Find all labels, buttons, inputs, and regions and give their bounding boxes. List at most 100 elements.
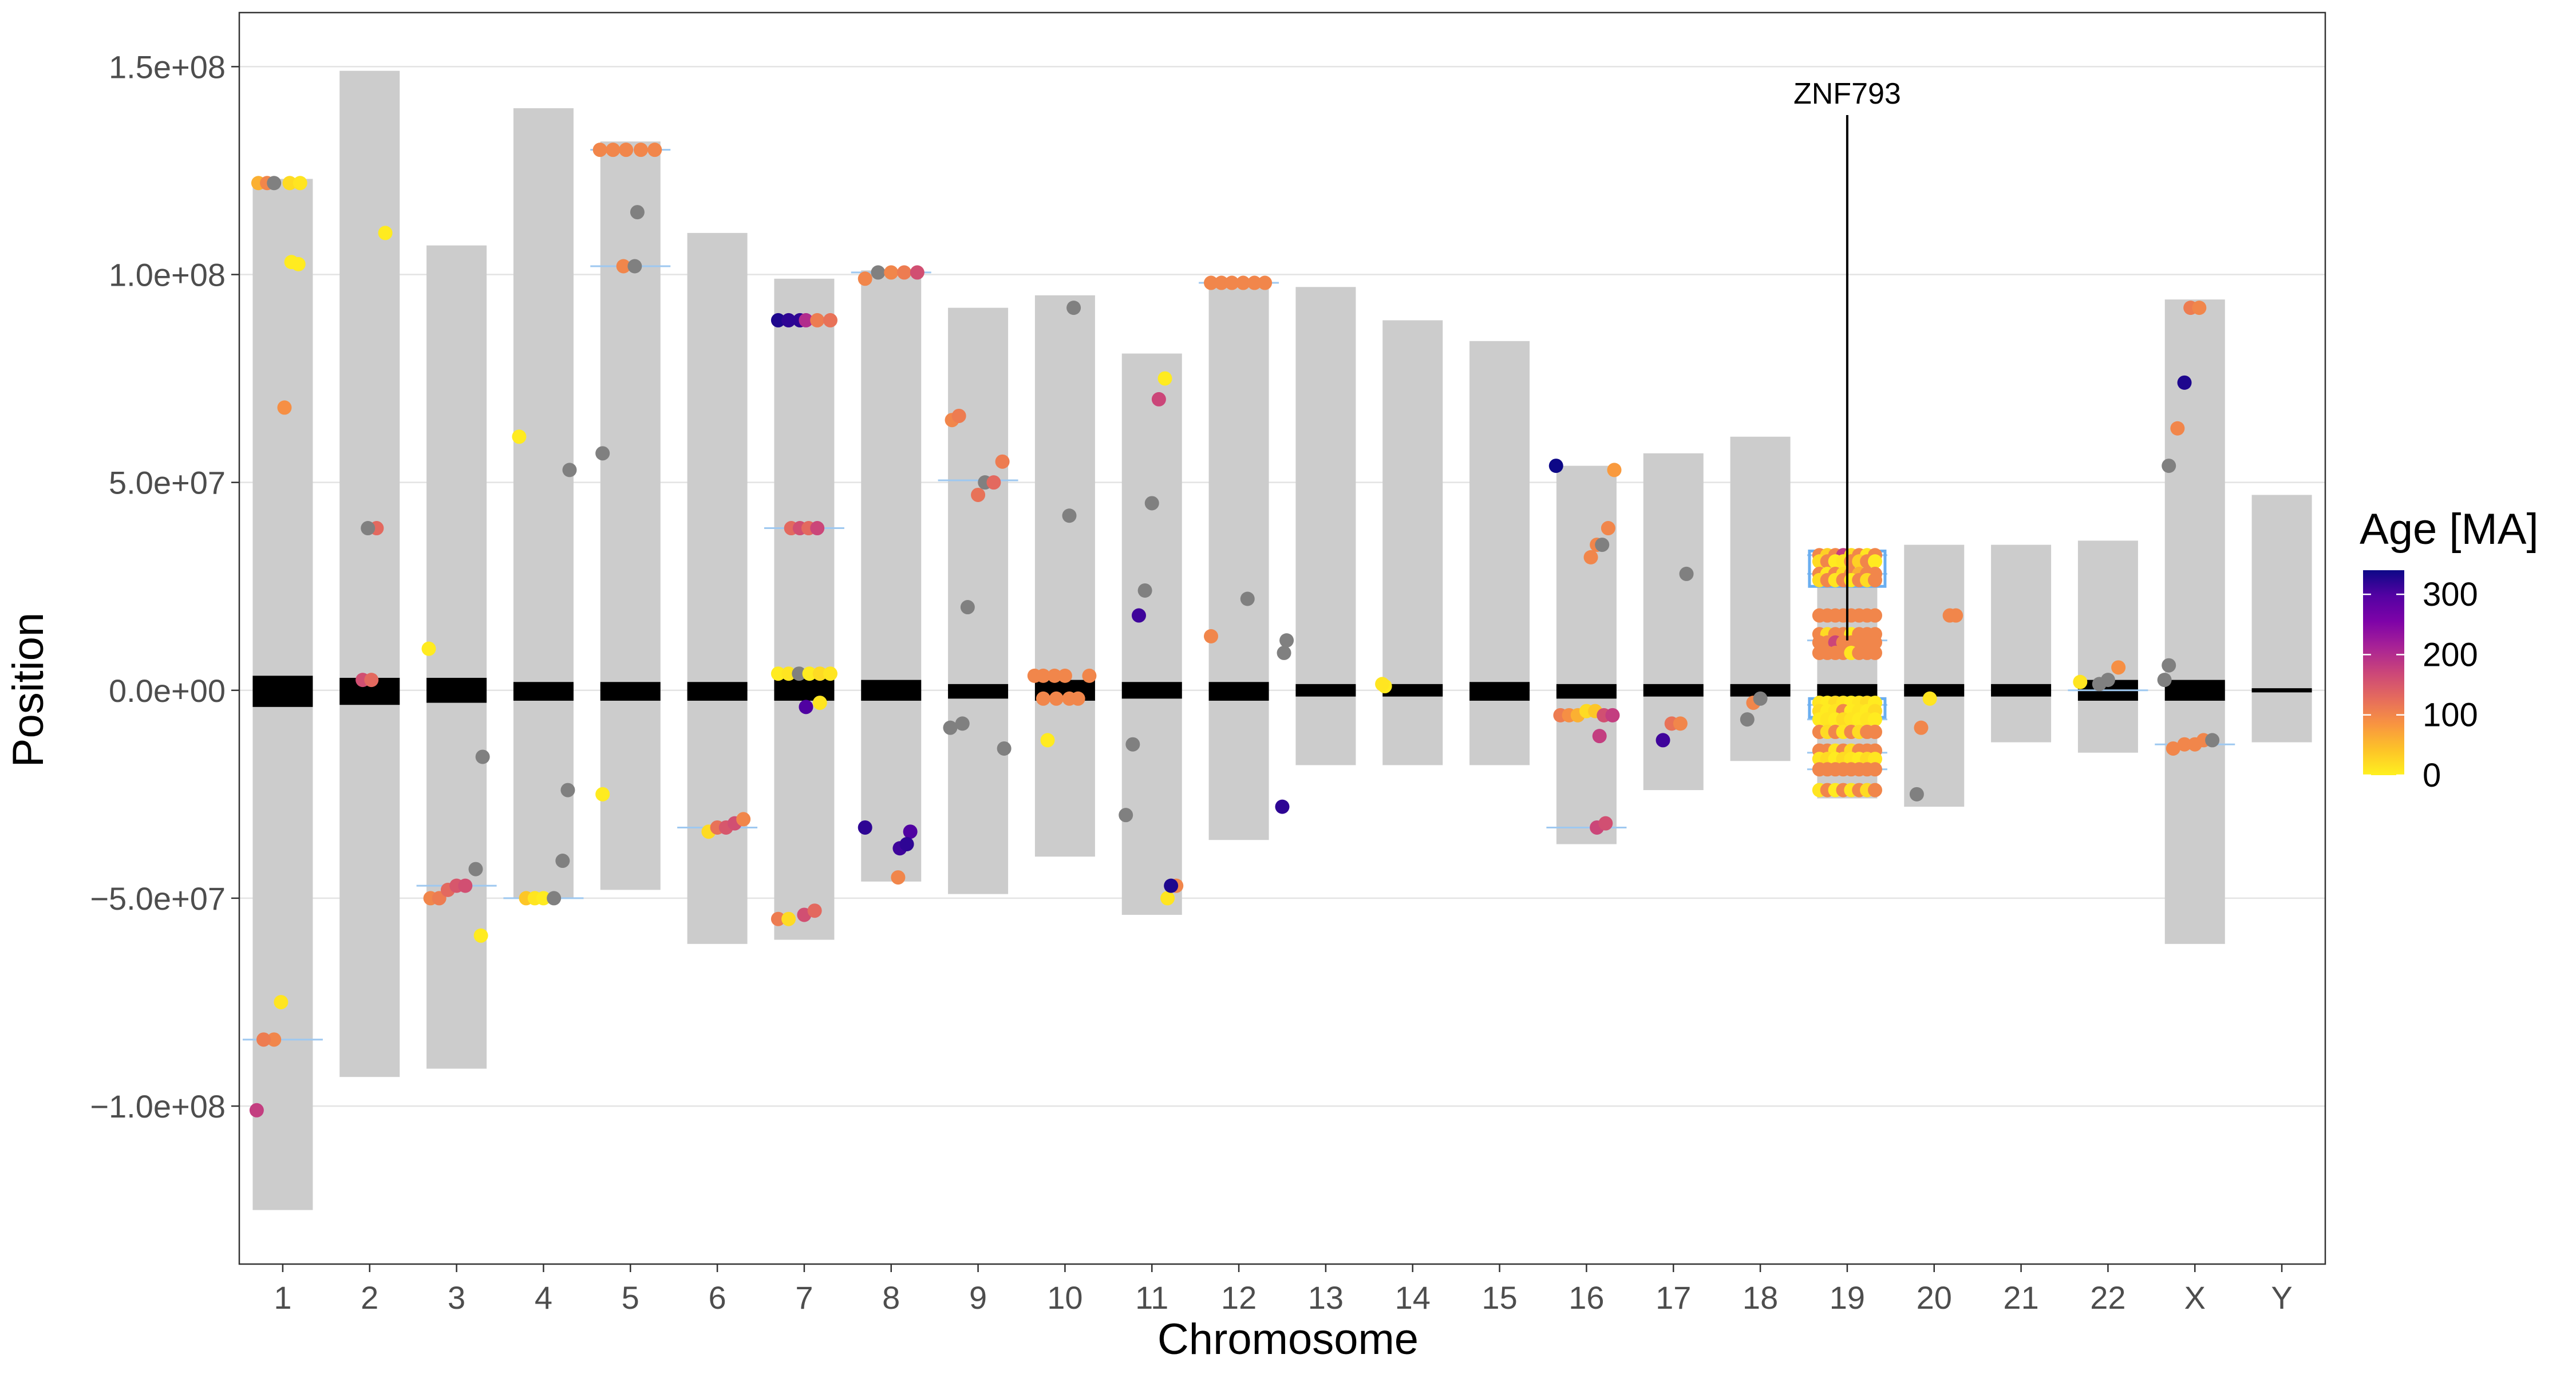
data-point [1868, 762, 1883, 777]
centromere-block [1382, 684, 1443, 697]
data-point [364, 673, 379, 688]
data-point [951, 408, 966, 423]
x-tick-label: 1 [274, 1280, 291, 1316]
chromosome-bar [426, 245, 487, 1069]
data-point [1922, 691, 1937, 706]
data-point [592, 143, 607, 157]
data-point [781, 313, 796, 327]
data-point [555, 854, 570, 868]
centromere-block [1208, 682, 1269, 701]
data-point [1279, 633, 1294, 648]
y-tick-label: 0.0e+00 [109, 673, 226, 709]
data-point [960, 600, 975, 615]
data-point [1036, 668, 1050, 683]
data-point [267, 1032, 282, 1047]
chromosome-bar [1904, 544, 1965, 807]
centromere-block [1730, 684, 1791, 697]
data-point [1144, 496, 1159, 511]
data-point [1868, 645, 1883, 660]
data-point [858, 271, 872, 286]
chromosome-bar [1208, 283, 1269, 840]
x-tick-label: 10 [1047, 1280, 1082, 1316]
data-point [616, 259, 631, 274]
data-point [799, 700, 813, 714]
data-point [971, 487, 986, 502]
x-tick-label: 14 [1395, 1280, 1431, 1316]
data-point [267, 176, 282, 191]
data-point [1277, 645, 1291, 660]
data-point [2111, 660, 2126, 675]
chromosome-bar [2164, 299, 2225, 944]
data-point [633, 143, 648, 157]
data-point [1151, 392, 1166, 406]
chromosome-bar [1730, 436, 1791, 761]
x-axis-title: Chromosome [1157, 1315, 1419, 1364]
data-point [1057, 668, 1072, 683]
data-point [995, 454, 1010, 469]
data-point [871, 265, 886, 280]
data-point [536, 891, 551, 906]
x-axis: 1 2 3 4 5 6 7 8 9 10 11 12 13 14 15 16 17 18 19 20 21 22 X Y [274, 1264, 2293, 1316]
data-point [792, 666, 807, 681]
x-tick-label: 8 [882, 1280, 900, 1316]
data-point [1214, 275, 1229, 290]
data-point [1036, 691, 1050, 706]
data-point [2192, 301, 2207, 315]
data-point [473, 928, 488, 943]
data-point [1868, 635, 1883, 650]
data-point [1605, 708, 1620, 722]
data-point [2177, 737, 2192, 752]
x-tick-label: 7 [795, 1280, 813, 1316]
data-point [1868, 783, 1883, 797]
centromere-block [948, 684, 1009, 699]
data-point [1275, 799, 1290, 814]
chromosome-bar [1643, 453, 1704, 791]
chromosome-bar [687, 232, 748, 944]
x-tick-label: 6 [709, 1280, 726, 1316]
panel-border [238, 11, 2326, 1265]
data-point [910, 265, 924, 280]
data-point [771, 313, 785, 327]
data-point [823, 313, 837, 327]
legend-tick-label: 200 [2423, 636, 2478, 673]
data-point [256, 1032, 271, 1047]
centromere-block [861, 680, 922, 701]
legend-tick-label: 300 [2423, 576, 2478, 613]
data-point [781, 911, 796, 926]
x-tick-label: 13 [1308, 1280, 1344, 1316]
x-tick-label: 2 [361, 1280, 378, 1316]
centromere-block [687, 682, 748, 701]
y-axis-title: Position [4, 613, 53, 767]
centromere-block [1295, 684, 1356, 697]
data-point [903, 824, 918, 839]
x-tick-label: Y [2271, 1280, 2292, 1316]
data-point [2166, 741, 2180, 756]
data-point [560, 783, 575, 797]
data-point [810, 521, 825, 536]
data-point [1595, 538, 1610, 552]
centromere-block [1556, 684, 1617, 699]
data-point [468, 862, 483, 876]
data-point [823, 666, 837, 681]
data-point [1047, 668, 1062, 683]
data-point [1601, 521, 1615, 536]
x-tick-label: 3 [448, 1280, 465, 1316]
x-tick-label: X [2184, 1280, 2206, 1316]
x-tick-label: 17 [1656, 1280, 1691, 1316]
data-point [955, 716, 970, 731]
chromosome-bar [948, 307, 1009, 894]
data-point [771, 911, 785, 926]
centromere-block [1904, 684, 1965, 697]
age-legend: Age [MA] 300 200 100 0 [2360, 505, 2539, 794]
grid-lines [239, 66, 2325, 1107]
x-tick-label: 21 [2003, 1280, 2038, 1316]
y-tick-label: −5.0e+07 [90, 881, 226, 917]
data-point [812, 696, 827, 710]
centromere-block [252, 676, 313, 707]
data-point [1236, 275, 1251, 290]
chromosome-bar [2077, 540, 2138, 753]
data-point [812, 666, 827, 681]
data-point [1607, 463, 1622, 477]
data-point [891, 870, 906, 885]
data-point [810, 313, 825, 327]
